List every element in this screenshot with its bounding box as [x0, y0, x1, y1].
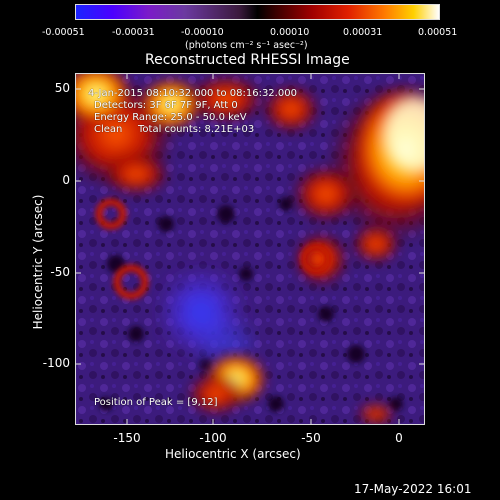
colorbar-tick-label: -0.00051 [42, 27, 85, 38]
info-energy: Energy Range: 25.0 - 50.0 keV [94, 112, 247, 123]
x-tick-label: 0 [395, 431, 403, 445]
y-tick-label: 0 [62, 173, 70, 187]
colorbar-units: (photons cm⁻² s⁻¹ asec⁻²) [185, 40, 308, 51]
info-counts: Total counts: 8.21E+03 [138, 124, 255, 135]
info-time: 4-Jan-2015 08:10:32.000 to 08:16:32.000 [88, 88, 297, 99]
colorbar-tick-label: 0.00010 [270, 27, 310, 38]
x-axis-label: Heliocentric X (arcsec) [165, 447, 301, 461]
x-tick-label: -150 [113, 431, 141, 445]
image-map [76, 74, 424, 424]
info-detectors: Detectors: 3F 6F 7F 9F, Att 0 [94, 100, 238, 111]
plot-title: Reconstructed RHESSI Image [145, 52, 350, 68]
y-tick-label: -50 [50, 265, 70, 279]
x-tick-label: -50 [301, 431, 321, 445]
y-tick-label: 50 [54, 81, 70, 95]
colorbar-tick-label: 0.00031 [343, 27, 383, 38]
colorbar-tick-label: -0.00031 [112, 27, 155, 38]
x-tick-label: -100 [199, 431, 227, 445]
rhessi-image: 4-Jan-2015 08:10:32.000 to 08:16:32.000 … [75, 73, 425, 425]
colorbar [75, 4, 440, 20]
info-peak: Position of Peak = [9,12] [94, 397, 218, 408]
info-clean: Clean [94, 124, 123, 135]
colorbar-tick-label: -0.00010 [181, 27, 224, 38]
y-axis-label: Heliocentric Y (arcsec) [31, 194, 45, 330]
y-tick-label: -100 [42, 356, 70, 370]
colorbar-tick-label: 0.00051 [418, 27, 458, 38]
timestamp: 17-May-2022 16:01 [354, 482, 472, 496]
